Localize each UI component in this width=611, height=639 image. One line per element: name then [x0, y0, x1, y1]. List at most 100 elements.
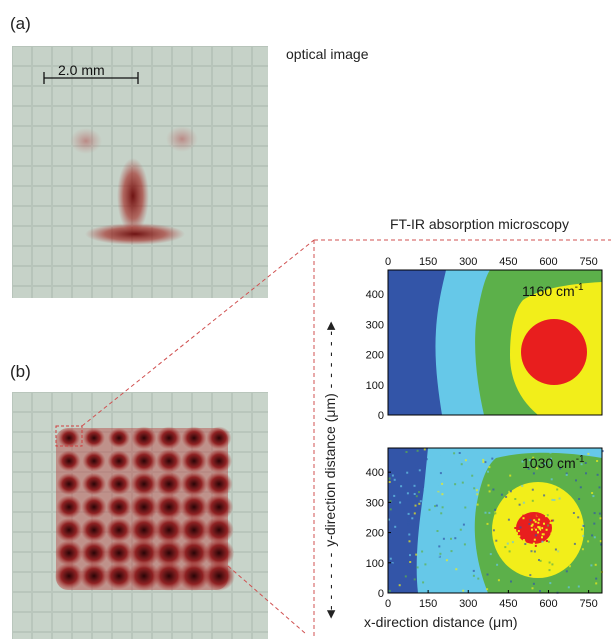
- noise-speckle: [549, 582, 552, 585]
- faint-spot: [70, 128, 102, 154]
- noise-speckle: [517, 506, 519, 509]
- noise-speckle: [462, 476, 465, 479]
- noise-speckle: [508, 550, 511, 553]
- x-tick-label: 150: [419, 598, 437, 610]
- noise-speckle: [491, 457, 494, 460]
- ftir-caption: FT-IR absorption microscopy: [390, 216, 569, 232]
- noise-speckle: [409, 561, 412, 563]
- x-tick-label: 450: [499, 256, 517, 268]
- noise-speckle: [545, 486, 548, 489]
- noise-speckle: [422, 581, 425, 584]
- noise-speckle: [587, 540, 590, 543]
- noise-speckle: [537, 521, 540, 524]
- noise-speckle: [556, 580, 559, 583]
- array-spot: [156, 426, 182, 450]
- noise-speckle: [565, 472, 568, 475]
- noise-speckle: [543, 494, 546, 497]
- array-spot: [204, 516, 234, 544]
- noise-speckle: [506, 542, 509, 545]
- array-spot: [81, 495, 107, 519]
- noise-speckle: [556, 551, 559, 554]
- noise-speckle: [549, 451, 552, 454]
- noise-speckle: [551, 498, 554, 501]
- noise-speckle: [545, 515, 548, 518]
- noise-speckle: [535, 467, 538, 470]
- noise-speckle: [584, 465, 586, 467]
- noise-speckle: [591, 534, 594, 537]
- noise-speckle: [593, 522, 596, 525]
- noise-speckle: [476, 546, 479, 549]
- noise-speckle: [441, 482, 444, 485]
- noise-speckle: [533, 538, 536, 541]
- noise-speckle: [437, 555, 440, 558]
- noise-speckle: [540, 522, 543, 525]
- noise-speckle: [391, 474, 394, 477]
- noise-speckle: [533, 550, 536, 553]
- noise-speckle: [472, 574, 475, 577]
- noise-speckle: [539, 559, 542, 562]
- x-axis-label: x-direction distance (μm): [364, 614, 518, 630]
- noise-speckle: [511, 541, 514, 544]
- noise-speckle: [460, 463, 463, 466]
- noise-speckle: [464, 459, 467, 462]
- noise-speckle: [551, 563, 554, 566]
- noise-speckle: [581, 548, 584, 551]
- noise-speckle: [507, 518, 510, 521]
- noise-speckle: [388, 481, 391, 483]
- noise-speckle: [438, 483, 441, 486]
- noise-speckle: [440, 455, 443, 458]
- noise-speckle: [535, 528, 537, 531]
- noise-speckle: [522, 539, 525, 542]
- array-spot: [154, 516, 184, 544]
- noise-speckle: [414, 465, 417, 468]
- noise-speckle: [497, 459, 500, 462]
- noise-speckle: [550, 532, 553, 535]
- heatmap-1030: 0 150 300 450 600 750 0 100 200 300 400 1030 cm-1: [366, 447, 604, 610]
- noise-speckle: [505, 495, 508, 498]
- noise-speckle: [546, 497, 549, 499]
- noise-speckle: [552, 519, 555, 522]
- array-spot: [54, 562, 84, 590]
- noise-speckle: [547, 540, 550, 543]
- noise-speckle: [535, 516, 538, 519]
- noise-speckle: [538, 529, 540, 532]
- array-spot: [130, 448, 158, 474]
- noise-speckle: [537, 526, 540, 529]
- noise-speckle: [494, 512, 497, 515]
- noise-speckle: [580, 528, 583, 531]
- noise-speckle: [416, 449, 419, 452]
- noise-speckle: [518, 503, 521, 506]
- noise-speckle: [492, 488, 495, 491]
- y-label-unit: μm: [322, 397, 338, 418]
- noise-speckle: [492, 529, 495, 532]
- noise-speckle: [418, 469, 421, 472]
- x-tick-label: 450: [499, 598, 517, 610]
- noise-speckle: [521, 484, 524, 487]
- noise-speckle: [484, 461, 487, 464]
- array-spot: [131, 426, 157, 450]
- array-spot: [205, 471, 233, 497]
- noise-speckle: [539, 528, 542, 531]
- noise-speckle: [533, 552, 536, 555]
- array-spot: [55, 517, 83, 543]
- array-spot: [107, 450, 131, 472]
- array-spot: [80, 517, 108, 543]
- noise-speckle: [504, 546, 507, 549]
- noise-speckle: [549, 461, 552, 464]
- array-spot: [206, 426, 232, 450]
- x-tick-label: 300: [459, 598, 477, 610]
- noise-speckle: [565, 473, 568, 476]
- noise-speckle: [405, 457, 408, 460]
- noise-speckle: [546, 531, 549, 534]
- array-spot: [82, 450, 106, 472]
- noise-speckle: [513, 467, 516, 470]
- array-spot: [108, 428, 130, 448]
- noise-speckle: [407, 519, 410, 522]
- array-spot: [106, 495, 132, 519]
- x-tick-label: 0: [385, 598, 391, 610]
- noise-speckle: [472, 569, 475, 572]
- noise-speckle: [497, 579, 500, 582]
- x-label-prefix: x-direction distance (: [364, 614, 494, 630]
- noise-speckle: [389, 508, 392, 511]
- noise-speckle: [543, 522, 545, 525]
